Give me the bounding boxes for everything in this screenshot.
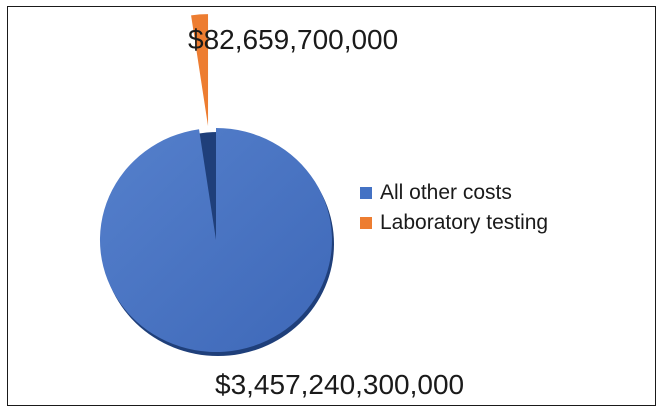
data-label-all-other-costs: $3,457,240,300,000 xyxy=(215,369,464,400)
slice-all-other-costs xyxy=(99,128,332,352)
slice-laboratory-testing xyxy=(191,14,209,127)
legend-label-all-other-costs: All other costs xyxy=(380,181,512,204)
legend-swatch-orange xyxy=(360,217,372,229)
legend-swatch-blue xyxy=(360,187,372,199)
legend: All other costs Laboratory testing xyxy=(360,178,548,238)
legend-label-laboratory-testing: Laboratory testing xyxy=(380,211,549,234)
data-label-laboratory-testing: $82,659,700,000 xyxy=(188,24,398,55)
legend-item-laboratory-testing: Laboratory testing xyxy=(360,208,548,238)
legend-item-all-other-costs: All other costs xyxy=(360,178,548,208)
